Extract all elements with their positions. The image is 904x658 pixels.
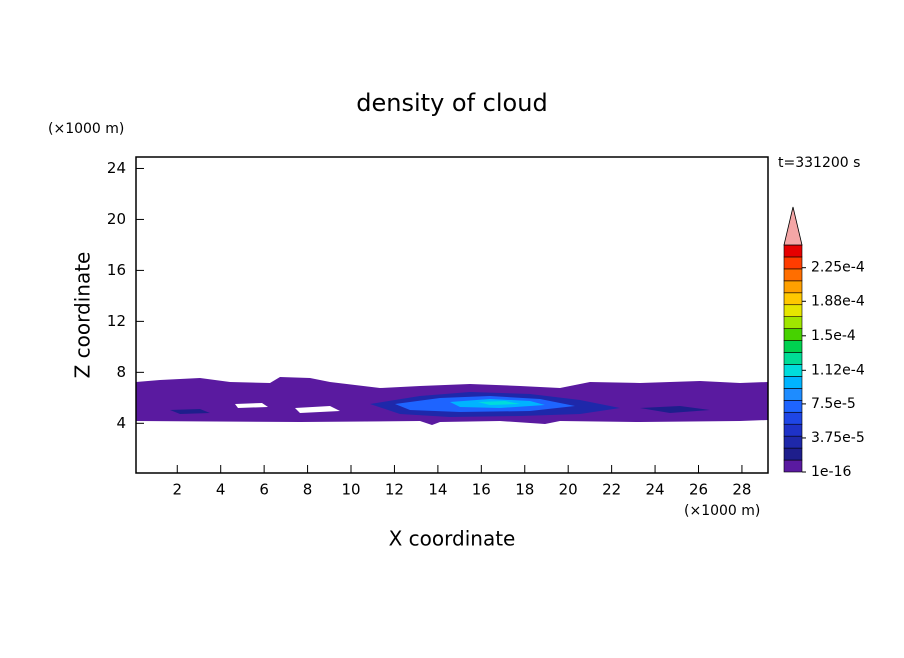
colorbar-box — [783, 256, 803, 270]
chart-title: density of cloud — [356, 89, 547, 117]
colorbar-box — [783, 280, 803, 294]
x-tick-label: 6 — [259, 481, 269, 499]
colorbar-label: 1.88e-4 — [811, 293, 865, 309]
colorbar-box — [783, 292, 803, 306]
colorbar-label: 2.25e-4 — [811, 260, 865, 276]
x-tick-label: 24 — [646, 481, 665, 499]
colorbar-box — [783, 268, 803, 282]
plot-frame — [135, 156, 769, 474]
colorbar-box — [783, 340, 803, 353]
x-tick-label: 14 — [428, 481, 447, 499]
y-tick-label: 24 — [107, 159, 126, 177]
time-label: t=331200 s — [778, 155, 860, 171]
x-tick-label: 18 — [515, 481, 534, 499]
colorbar-label: 3.75e-5 — [811, 430, 865, 446]
contour-field — [136, 377, 768, 425]
colorbar-box — [783, 411, 803, 425]
colorbar-box — [783, 388, 803, 401]
colorbar-box — [783, 435, 803, 449]
colorbar-box — [783, 400, 803, 413]
y-tick-label: 16 — [107, 261, 126, 279]
y-tick-label: 8 — [116, 363, 126, 381]
y-tick-label: 12 — [107, 312, 126, 330]
x-tick-label: 16 — [472, 481, 491, 499]
contour-gap — [235, 403, 340, 413]
colorbar-label: 1.12e-4 — [811, 362, 865, 378]
x-tick-label: 26 — [689, 481, 708, 499]
x-unit: (×1000 m) — [684, 503, 760, 519]
y-tick-label: 4 — [116, 414, 126, 432]
colorbar-label: 7.5e-5 — [811, 396, 856, 412]
contour-region — [478, 401, 520, 405]
x-tick-label: 2 — [172, 481, 182, 499]
x-tick-label: 28 — [732, 481, 751, 499]
colorbar-box — [783, 328, 803, 341]
colorbar-label: 1e-16 — [811, 464, 851, 480]
colorbar-box — [783, 423, 803, 437]
colorbar-box — [783, 244, 803, 258]
colorbar-box — [783, 447, 803, 461]
x-tick-label: 4 — [216, 481, 226, 499]
x-axis-title: X coordinate — [389, 527, 516, 551]
x-tick-label: 8 — [303, 481, 313, 499]
colorbar-box — [783, 352, 803, 365]
colorbar-box — [783, 459, 803, 473]
y-axis-title: Z coordinate — [71, 252, 95, 379]
x-tick-label: 22 — [602, 481, 621, 499]
colorbar-over — [783, 206, 803, 246]
y-tick-label: 20 — [107, 210, 126, 228]
colorbar-box — [783, 376, 803, 389]
colorbar-box — [783, 304, 803, 317]
colorbar-box — [783, 316, 803, 329]
colorbar-box — [783, 364, 803, 377]
x-tick-label: 20 — [559, 481, 578, 499]
x-tick-label: 12 — [385, 481, 404, 499]
colorbar-label: 1.5e-4 — [811, 328, 856, 344]
x-tick-label: 10 — [341, 481, 360, 499]
y-unit: (×1000 m) — [48, 121, 124, 137]
